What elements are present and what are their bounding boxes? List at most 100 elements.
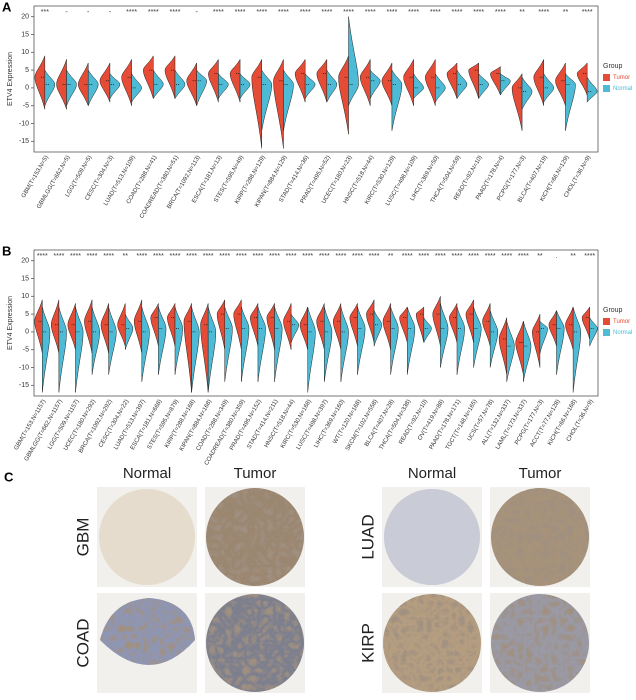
violin-half xyxy=(490,65,501,96)
violin-half xyxy=(167,303,176,347)
significance: **** xyxy=(300,9,311,16)
legend-swatch xyxy=(603,74,610,81)
violin-half xyxy=(158,306,167,375)
violin-half xyxy=(548,310,557,347)
violin-half xyxy=(251,59,263,149)
violin-half xyxy=(191,306,200,393)
violin-half xyxy=(515,321,524,375)
violin-half xyxy=(532,314,541,368)
significance: **** xyxy=(252,253,263,260)
significance: **** xyxy=(203,253,214,260)
y-tick-label: -15 xyxy=(19,138,29,145)
violin-half xyxy=(208,58,219,103)
violin-half xyxy=(150,303,159,347)
violin-half xyxy=(56,59,67,110)
violin-half xyxy=(58,306,67,393)
tissue-core xyxy=(99,489,195,585)
violin-half xyxy=(456,306,465,375)
y-tick-label: 10 xyxy=(21,49,29,56)
significance: **** xyxy=(501,253,512,260)
legend-label: Normal xyxy=(613,86,632,92)
significance: ** xyxy=(537,253,543,260)
significance: **** xyxy=(386,9,397,16)
column-label: Tumor xyxy=(519,465,562,482)
significance: ** xyxy=(519,9,525,16)
y-tick-label: 20 xyxy=(21,14,29,21)
panel-label: B xyxy=(2,243,11,258)
x-tick-label: HNSC(T=518,N=44) xyxy=(264,399,296,449)
violin-half xyxy=(340,306,349,382)
violin-half xyxy=(357,306,366,375)
violin-half xyxy=(283,69,294,131)
significance: **** xyxy=(352,253,363,260)
significance: **** xyxy=(402,253,413,260)
violin-half xyxy=(533,59,545,106)
violin-half xyxy=(473,306,482,368)
violin-half xyxy=(78,62,89,106)
violin-half xyxy=(489,310,499,368)
significance: *** xyxy=(41,9,49,16)
y-tick-label: 15 xyxy=(21,31,29,38)
significance: **** xyxy=(87,253,98,260)
violin-half xyxy=(511,72,523,131)
significance: **** xyxy=(126,9,137,16)
violin-half xyxy=(261,69,272,131)
violin-half xyxy=(482,303,491,347)
tissue-core xyxy=(100,598,195,665)
x-tick-label: TGCT(T=148,N=165) xyxy=(445,399,479,451)
violin-half xyxy=(391,69,403,131)
significance: **** xyxy=(213,9,224,16)
tissue-core xyxy=(491,488,589,586)
significance: **** xyxy=(170,253,181,260)
x-tick-label: ACCT(T=77,N=128) xyxy=(530,399,562,448)
significance: **** xyxy=(219,253,230,260)
violin-half xyxy=(216,299,226,350)
violin-half xyxy=(586,76,598,103)
significance: ** xyxy=(123,253,129,260)
row-label: LUAD xyxy=(358,514,377,559)
violin-half xyxy=(108,306,117,375)
violin-half xyxy=(581,306,590,340)
violin-half xyxy=(390,306,399,375)
significance: **** xyxy=(452,253,463,260)
y-tick-label: -10 xyxy=(19,364,29,371)
y-tick-label: 15 xyxy=(21,275,29,282)
violin-half xyxy=(468,62,479,99)
significance: - xyxy=(196,9,199,16)
violin-half xyxy=(250,303,259,347)
violin-half xyxy=(555,62,566,106)
violin-half xyxy=(164,54,176,99)
significance: **** xyxy=(37,253,48,260)
y-tick-label: -5 xyxy=(23,103,29,110)
x-tick-label: KIRC(T=530,N=168) xyxy=(280,399,313,450)
significance: **** xyxy=(148,9,159,16)
violin-half xyxy=(348,16,359,106)
y-tick-label: 5 xyxy=(25,311,29,318)
violin-half xyxy=(87,69,99,106)
violin-half xyxy=(446,62,458,99)
x-tick-label: KIRP(T=288,N=168) xyxy=(164,399,197,449)
violin-half xyxy=(360,59,371,106)
y-tick-label: -10 xyxy=(19,120,29,127)
significance: **** xyxy=(468,253,479,260)
significance: **** xyxy=(538,9,549,16)
violin-half xyxy=(413,72,424,100)
legend-label: Tumor xyxy=(613,75,630,81)
legend-title: Group xyxy=(603,307,623,314)
significance: **** xyxy=(485,253,496,260)
violin-half xyxy=(500,73,511,96)
violin-half xyxy=(266,303,275,350)
panel-label: A xyxy=(2,0,12,14)
y-tick-label: 0 xyxy=(25,85,29,92)
violin-half xyxy=(133,299,143,354)
significance: - xyxy=(109,9,112,16)
legend-swatch xyxy=(603,85,610,92)
violin-half xyxy=(556,310,565,375)
x-tick-label: LUAD(T=513,N=397) xyxy=(113,399,147,451)
x-tick-label: LIHC(T=369,N=160) xyxy=(314,399,346,449)
violin-half xyxy=(381,62,393,106)
violin-half xyxy=(34,299,43,354)
violin-half xyxy=(273,59,284,149)
x-tick-label: STES(T=595,N=879) xyxy=(147,399,180,451)
